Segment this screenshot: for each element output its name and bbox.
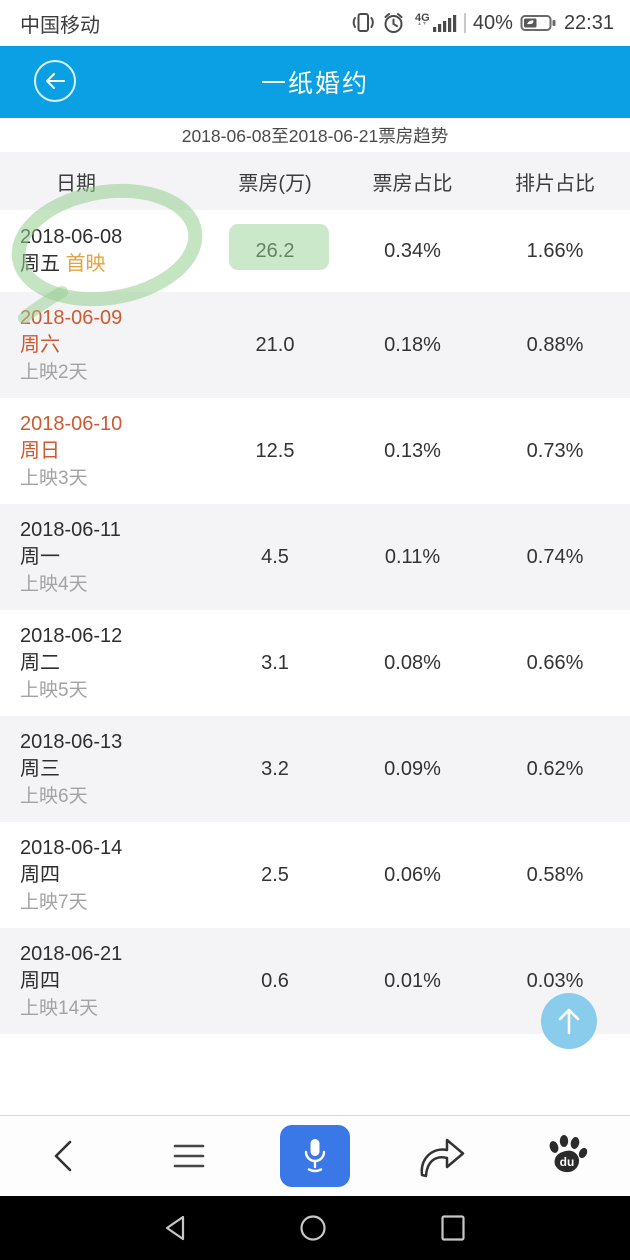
status-divider [463,13,466,33]
svg-text:4G: 4G [415,12,430,24]
svg-text:du: du [560,1155,575,1169]
row-weekday: 周六 [20,333,60,356]
row-box-office: 3.1 [261,651,289,674]
toolbar-voice-search-button[interactable] [252,1125,378,1187]
row-weekday: 周一 [20,545,60,568]
row-date: 2018-06-21 [20,942,123,965]
arrow-up-icon [558,1008,580,1035]
toolbar-share-button[interactable] [378,1133,504,1179]
row-box-share: 0.13% [384,439,441,462]
page-title: 一纸婚约 [260,70,369,98]
blank-area [0,1034,630,1115]
row-box-share: 0.34% [384,239,441,262]
row-days-released: 上映7天 [20,891,88,913]
android-recents-button[interactable] [439,1214,467,1242]
row-box-share: 0.08% [384,651,441,674]
row-days-released: 上映4天 [20,573,88,595]
row-date: 2018-06-13 [20,730,123,753]
row-screening-share: 0.66% [526,651,584,674]
browser-toolbar: du [0,1115,630,1196]
table-row[interactable]: 2018-06-12 周二 上映5天 3.1 0.08% 0.66% [0,610,630,716]
row-days-released: 上映14天 [20,997,99,1019]
app-header: 一纸婚约 [0,46,630,118]
android-recents-icon [441,1215,465,1241]
row-box-share: 0.06% [384,863,441,886]
row-box-office: 21.0 [255,333,295,356]
scroll-to-top-button[interactable] [541,993,597,1049]
row-date: 2018-06-09 [20,306,123,329]
row-days-released: 上映6天 [20,785,88,807]
battery-percent-label: 40% [472,11,513,34]
4g-signal-icon: 4G [413,10,457,36]
trend-title: 2018-06-08至2018-06-21票房趋势 [181,125,449,146]
row-date: 2018-06-12 [20,624,123,647]
row-screening-share: 0.62% [526,757,584,780]
share-icon [420,1138,465,1178]
row-box-share: 0.18% [384,333,441,356]
row-box-office: 3.2 [261,757,289,780]
android-back-icon [165,1215,185,1241]
row-weekday: 周五 首映 [20,253,106,275]
toolbar-baidu-button[interactable]: du [504,1133,630,1179]
row-date: 2018-06-14 [20,836,123,859]
carrier-label: 中国移动 [20,14,100,37]
col-header-box-office: 票房(万) [238,172,312,195]
row-box-share: 0.01% [384,969,441,992]
row-screening-share: 0.73% [526,439,584,462]
toolbar-menu-button[interactable] [126,1142,252,1170]
row-box-share: 0.11% [384,545,441,568]
row-weekday: 周四 [20,969,60,992]
col-header-box-share: 票房占比 [372,172,453,195]
row-box-office: 0.6 [261,969,289,992]
row-weekday: 周日 [20,439,60,462]
microphone-icon [304,1139,326,1173]
row-box-office: 4.5 [261,545,289,568]
row-box-office: 26.2 [255,239,295,262]
back-chevron-icon [54,1140,72,1172]
row-box-share: 0.09% [384,757,441,780]
baidu-paw-icon: du [549,1135,588,1173]
row-weekday: 周三 [20,757,60,780]
alarm-clock-icon [381,10,406,36]
vibrate-icon [351,10,374,36]
row-screening-share: 0.58% [526,863,584,886]
table-row[interactable]: 2018-06-13 周三 上映6天 3.2 0.09% 0.62% [0,716,630,822]
table-row[interactable]: 2018-06-21 周四 上映14天 0.6 0.01% 0.03% [0,928,630,1034]
row-box-office: 12.5 [255,439,295,462]
table-row[interactable]: 2018-06-09 周六 上映2天 21.0 0.18% 0.88% [0,292,630,398]
row-days-released: 上映5天 [20,679,88,701]
row-days-released: 上映2天 [20,361,88,383]
android-home-button[interactable] [299,1214,327,1242]
table-row[interactable]: 2018-06-10 周日 上映3天 12.5 0.13% 0.73% [0,398,630,504]
premiere-tag: 首映 [65,253,106,275]
row-box-office: 2.5 [261,863,289,886]
row-screening-share: 0.88% [526,333,584,356]
table-row[interactable]: 2018-06-08 周五 首映 26.2 0.34% 1.66% [0,210,630,292]
table-row[interactable]: 2018-06-11 周一 上映4天 4.5 0.11% 0.74% [0,504,630,610]
android-home-icon [300,1215,326,1241]
clock-label: 22:31 [563,11,614,34]
row-screening-share: 0.03% [526,969,584,992]
row-weekday: 周二 [20,651,60,674]
col-header-date: 日期 [56,172,96,195]
status-bar: 中国移动 4G [0,0,630,46]
arrow-left-icon [46,73,65,89]
battery-half-eco-icon [520,13,557,33]
row-date: 2018-06-11 [20,518,121,541]
row-screening-share: 0.74% [526,545,584,568]
row-screening-share: 1.66% [526,239,584,262]
table-row[interactable]: 2018-06-14 周四 上映7天 2.5 0.06% 0.58% [0,822,630,928]
android-back-button[interactable] [163,1214,187,1242]
toolbar-back-button[interactable] [0,1139,126,1173]
row-weekday: 周四 [20,863,60,886]
android-navbar [0,1196,630,1260]
row-date: 2018-06-08 [20,226,123,248]
row-days-released: 上映3天 [20,467,88,489]
back-button[interactable] [34,60,76,102]
col-header-screening-share: 排片占比 [515,172,595,195]
menu-icon [173,1144,205,1168]
row-date: 2018-06-10 [20,412,123,435]
table-header-row: 日期 票房(万) 票房占比 排片占比 [0,152,630,210]
